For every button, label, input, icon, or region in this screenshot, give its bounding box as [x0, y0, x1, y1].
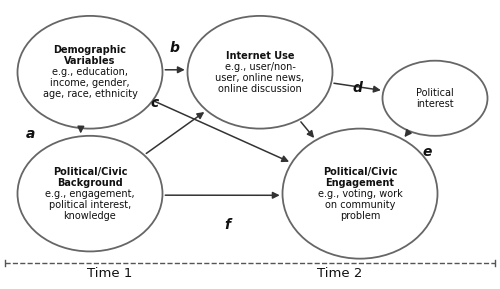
Text: Political: Political: [416, 88, 454, 98]
Ellipse shape: [188, 16, 332, 129]
Ellipse shape: [282, 129, 438, 259]
Text: a: a: [26, 127, 35, 141]
Text: Time 2: Time 2: [318, 267, 362, 280]
Ellipse shape: [18, 136, 163, 251]
Text: on community: on community: [325, 200, 395, 210]
Text: b: b: [170, 41, 180, 55]
Text: Demographic: Demographic: [54, 45, 127, 55]
Text: knowledge: knowledge: [64, 211, 116, 221]
Text: user, online news,: user, online news,: [216, 73, 304, 83]
Text: e.g., education,: e.g., education,: [52, 67, 128, 77]
Text: problem: problem: [340, 211, 380, 221]
Text: Background: Background: [57, 178, 123, 188]
Text: political interest,: political interest,: [49, 200, 131, 210]
Text: c: c: [151, 96, 159, 110]
Text: Variables: Variables: [64, 56, 116, 66]
Text: e.g., voting, work: e.g., voting, work: [318, 189, 402, 199]
Ellipse shape: [18, 16, 163, 129]
Text: Political/Civic: Political/Civic: [53, 167, 127, 177]
Text: Time 1: Time 1: [88, 267, 132, 280]
Text: d: d: [352, 81, 362, 95]
Text: Political/Civic: Political/Civic: [323, 167, 397, 177]
Text: Internet Use: Internet Use: [226, 51, 294, 61]
Text: e.g., user/non-: e.g., user/non-: [224, 62, 296, 72]
Text: f: f: [224, 218, 230, 232]
Text: online discussion: online discussion: [218, 84, 302, 94]
Text: age, race, ethnicity: age, race, ethnicity: [42, 89, 138, 99]
Text: interest: interest: [416, 99, 454, 109]
Text: Engagement: Engagement: [326, 178, 394, 188]
Text: e.g., engagement,: e.g., engagement,: [45, 189, 135, 199]
Text: income, gender,: income, gender,: [50, 78, 130, 88]
Text: e: e: [423, 145, 432, 159]
Ellipse shape: [382, 61, 488, 136]
